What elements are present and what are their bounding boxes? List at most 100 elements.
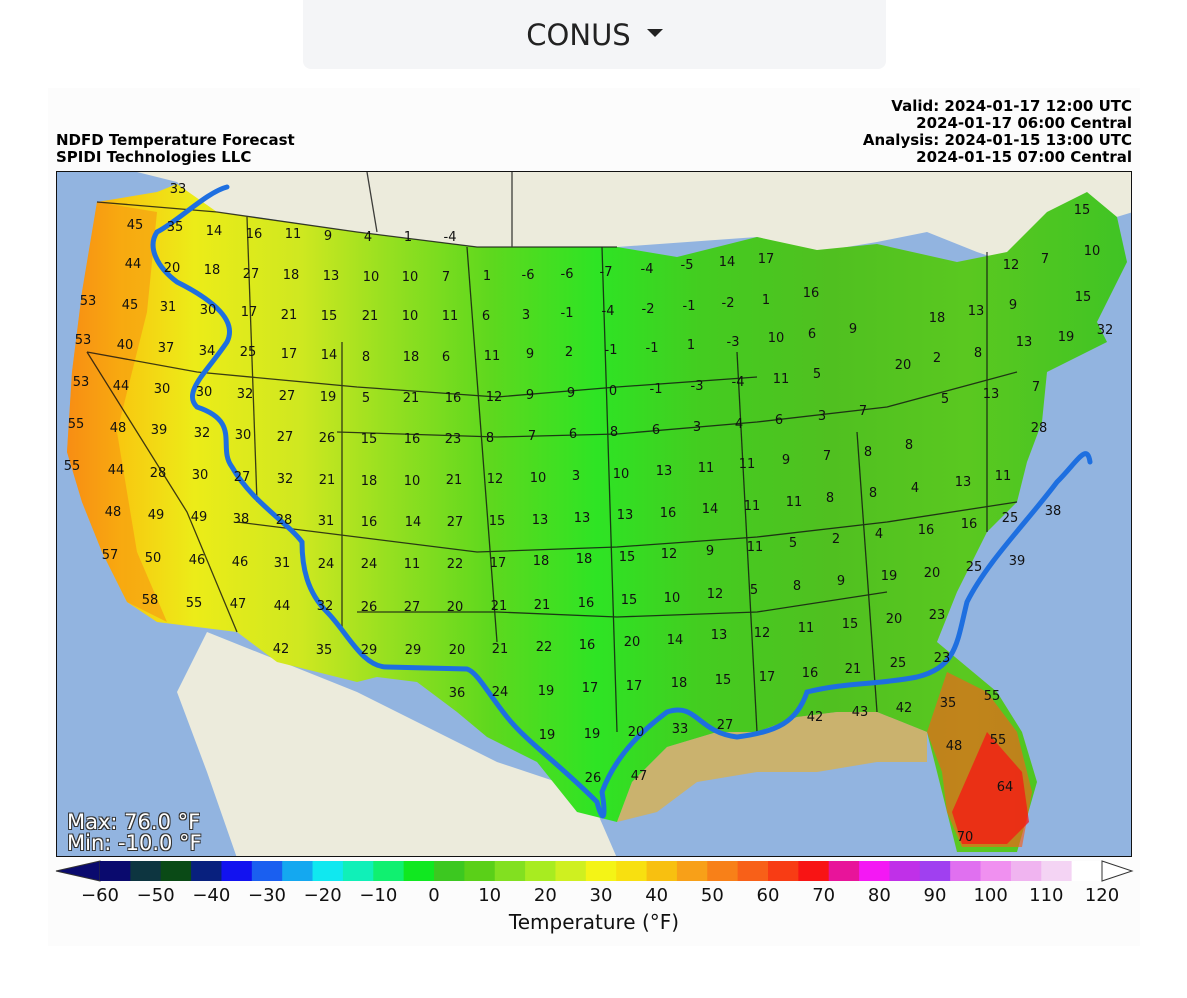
temperature-value-label: 48 xyxy=(110,421,127,436)
temperature-value-label: -4 xyxy=(641,262,654,277)
temperature-value-label: 44 xyxy=(125,257,142,272)
temperature-value-label: 3 xyxy=(693,420,701,435)
temperature-value-label: 18 xyxy=(576,552,593,567)
temperature-value-label: 10 xyxy=(1084,244,1101,259)
temperature-value-label: 21 xyxy=(491,599,508,614)
temperature-value-label: 18 xyxy=(671,676,688,691)
temperature-stats: Max: 76.0 °F Min: -10.0 °F xyxy=(67,812,202,854)
colorbar-tick-label: 40 xyxy=(645,885,669,906)
colorbar-swatch xyxy=(434,861,465,881)
colorbar-min-extension xyxy=(55,860,101,882)
temperature-value-label: 6 xyxy=(775,413,783,428)
temperature-value-label: -3 xyxy=(691,379,704,394)
temperature-value-label: 18 xyxy=(283,268,300,283)
colorbar-swatch xyxy=(737,861,769,881)
temperature-value-label: 11 xyxy=(285,227,302,242)
colorbar-swatch xyxy=(251,861,283,881)
temperature-value-label: 27 xyxy=(447,515,464,530)
caret-down-icon[interactable] xyxy=(646,28,663,37)
temperature-value-label: 28 xyxy=(276,513,293,528)
colorbar-tick-label: 120 xyxy=(1084,885,1120,906)
temperature-value-label: 27 xyxy=(234,470,251,485)
colorbar-tick-label: −50 xyxy=(136,885,175,906)
temperature-value-label: 22 xyxy=(447,557,464,572)
temperature-value-label: 20 xyxy=(924,566,941,581)
temperature-value-label: 45 xyxy=(127,218,144,233)
colorbar-swatch xyxy=(221,861,253,881)
temperature-value-label: 13 xyxy=(983,387,1000,402)
temperature-value-label: 14 xyxy=(667,633,684,648)
temperature-value-label: 30 xyxy=(192,468,209,483)
temperature-value-label: 15 xyxy=(1075,290,1092,305)
temperature-value-label: 31 xyxy=(160,300,177,315)
temperature-value-label: -1 xyxy=(683,299,696,314)
region-selector[interactable]: CONUS xyxy=(303,0,886,69)
temperature-value-label: 14 xyxy=(321,348,338,363)
temperature-value-label: 21 xyxy=(446,473,463,488)
figure-title: NDFD Temperature Forecast xyxy=(56,131,295,149)
temperature-value-label: 39 xyxy=(151,423,168,438)
temperature-value-label: 23 xyxy=(934,651,951,666)
temperature-value-label: 21 xyxy=(534,598,551,613)
temperature-value-label: 8 xyxy=(905,438,913,453)
temperature-value-label: 17 xyxy=(759,670,776,685)
temperature-value-label: 19 xyxy=(584,727,601,742)
temperature-value-label: 12 xyxy=(707,587,724,602)
colorbar-tick-label: −30 xyxy=(248,885,286,906)
colorbar-tick-label: −20 xyxy=(303,885,342,906)
temperature-value-label: 55 xyxy=(984,689,1001,704)
temperature-value-label: 32 xyxy=(317,599,334,614)
temperature-value-label: 27 xyxy=(717,718,734,733)
temperature-value-label: 7 xyxy=(1032,380,1040,395)
colorbar-swatch xyxy=(282,861,314,881)
temperature-value-label: 28 xyxy=(150,466,167,481)
temperature-value-label: 8 xyxy=(826,491,834,506)
temperature-value-label: 32 xyxy=(194,426,211,441)
temperature-value-label: 5 xyxy=(941,392,949,407)
colorbar-swatch xyxy=(707,861,739,881)
temperature-value-label: 10 xyxy=(613,467,630,482)
temperature-value-label: 26 xyxy=(319,431,336,446)
temperature-value-label: -7 xyxy=(600,265,613,280)
temperature-value-label: -2 xyxy=(642,302,655,317)
temperature-value-label: -1 xyxy=(605,343,618,358)
temperature-value-label: 16 xyxy=(803,286,820,301)
colorbar-swatch xyxy=(312,861,344,881)
temperature-value-label: 1 xyxy=(687,338,695,353)
temperature-value-label: 16 xyxy=(578,596,595,611)
temperature-value-label: 39 xyxy=(1009,554,1026,569)
max-temperature: Max: 76.0 °F xyxy=(67,810,201,834)
temperature-value-label: 20 xyxy=(164,261,181,276)
temperature-value-label: 16 xyxy=(918,523,935,538)
temperature-value-label: 13 xyxy=(711,628,728,643)
temperature-value-label: 13 xyxy=(323,269,340,284)
colorbar-swatch xyxy=(1071,861,1103,881)
colorbar-swatch xyxy=(525,861,556,881)
temperature-value-label: 20 xyxy=(895,358,912,373)
temperature-value-label: 21 xyxy=(362,309,379,324)
temperature-value-label: 47 xyxy=(631,769,648,784)
temperature-value-label: 31 xyxy=(274,556,291,571)
temperature-value-label: 27 xyxy=(277,430,294,445)
temperature-value-label: 1 xyxy=(483,269,491,284)
temperature-value-label: 14 xyxy=(405,515,422,530)
temperature-value-label: 16 xyxy=(404,432,421,447)
temperature-value-label: 10 xyxy=(402,270,419,285)
temperature-value-label: 8 xyxy=(362,350,370,365)
temperature-map[interactable]: 33 45 35 14 16 11 9 4 1 -4 44 20 18 27 18 13 10 10 7 1 -6 -6-… xyxy=(56,171,1132,857)
colorbar-scale xyxy=(55,860,1134,882)
temperature-value-label: 9 xyxy=(706,544,714,559)
figure-title-block: NDFD Temperature Forecast SPIDI Technolo… xyxy=(56,132,295,166)
temperature-value-label: 24 xyxy=(361,557,378,572)
temperature-value-label: 30 xyxy=(235,428,252,443)
temperature-value-label: 19 xyxy=(538,684,555,699)
colorbar-swatch xyxy=(1010,861,1042,881)
temperature-value-label: 11 xyxy=(739,457,756,472)
temperature-value-label: 13 xyxy=(1016,335,1033,350)
temperature-value-label: 12 xyxy=(661,547,678,562)
temperature-value-label: 35 xyxy=(316,643,333,658)
canada-land xyxy=(57,172,1131,272)
temperature-value-label: 6 xyxy=(482,309,490,324)
temperature-value-label: 15 xyxy=(715,673,732,688)
